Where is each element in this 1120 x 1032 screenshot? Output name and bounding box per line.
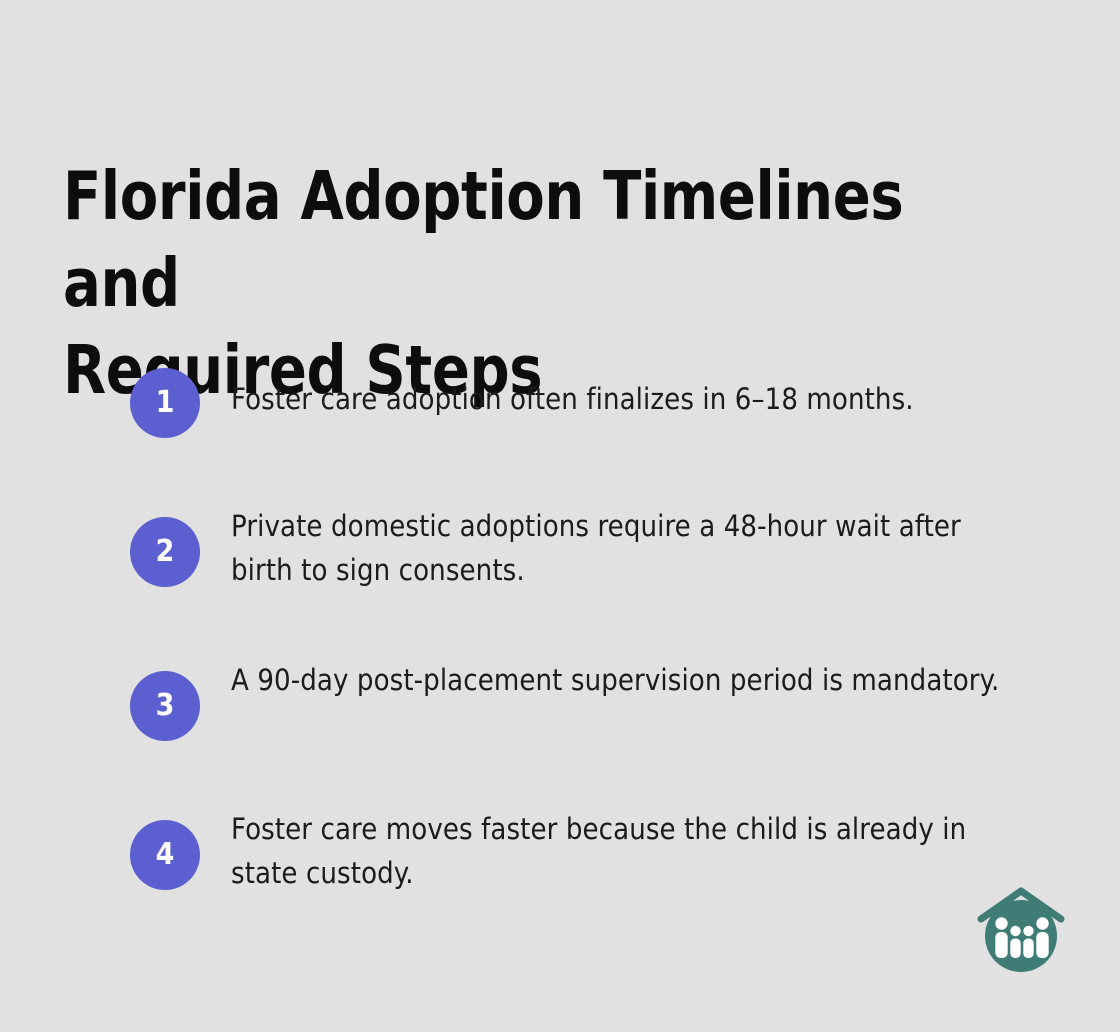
step-number-badge: 4 [130,820,200,891]
step-text: A 90-day post-placement supervision peri… [231,663,1000,698]
step-text: Foster care adoption often finalizes in … [231,382,914,416]
list-item: 1 Foster care adoption often finalizes i… [130,368,1060,438]
step-number-badge: 3 [130,671,200,742]
step-number-badge: 1 [130,368,200,438]
list-item: 4 Foster care moves faster because the c… [130,798,1060,895]
step-number-badge: 2 [130,517,200,587]
list-item: 2 Private domestic adoptions require a 4… [130,495,1060,592]
step-text: Foster care moves faster because the chi… [231,812,967,891]
roof-icon [977,887,1065,923]
list-item: 3 A 90-day post-placement supervision pe… [130,649,1060,742]
steps-list: 1 Foster care adoption often finalizes i… [130,368,1060,895]
family-house-logo-icon [977,887,1065,972]
step-text: Private domestic adoptions require a 48-… [231,509,961,588]
family-figures-icon [995,917,1049,958]
family-house-logo [977,887,1065,975]
page-title: Florida Adoption Timelines and Required … [63,156,904,410]
